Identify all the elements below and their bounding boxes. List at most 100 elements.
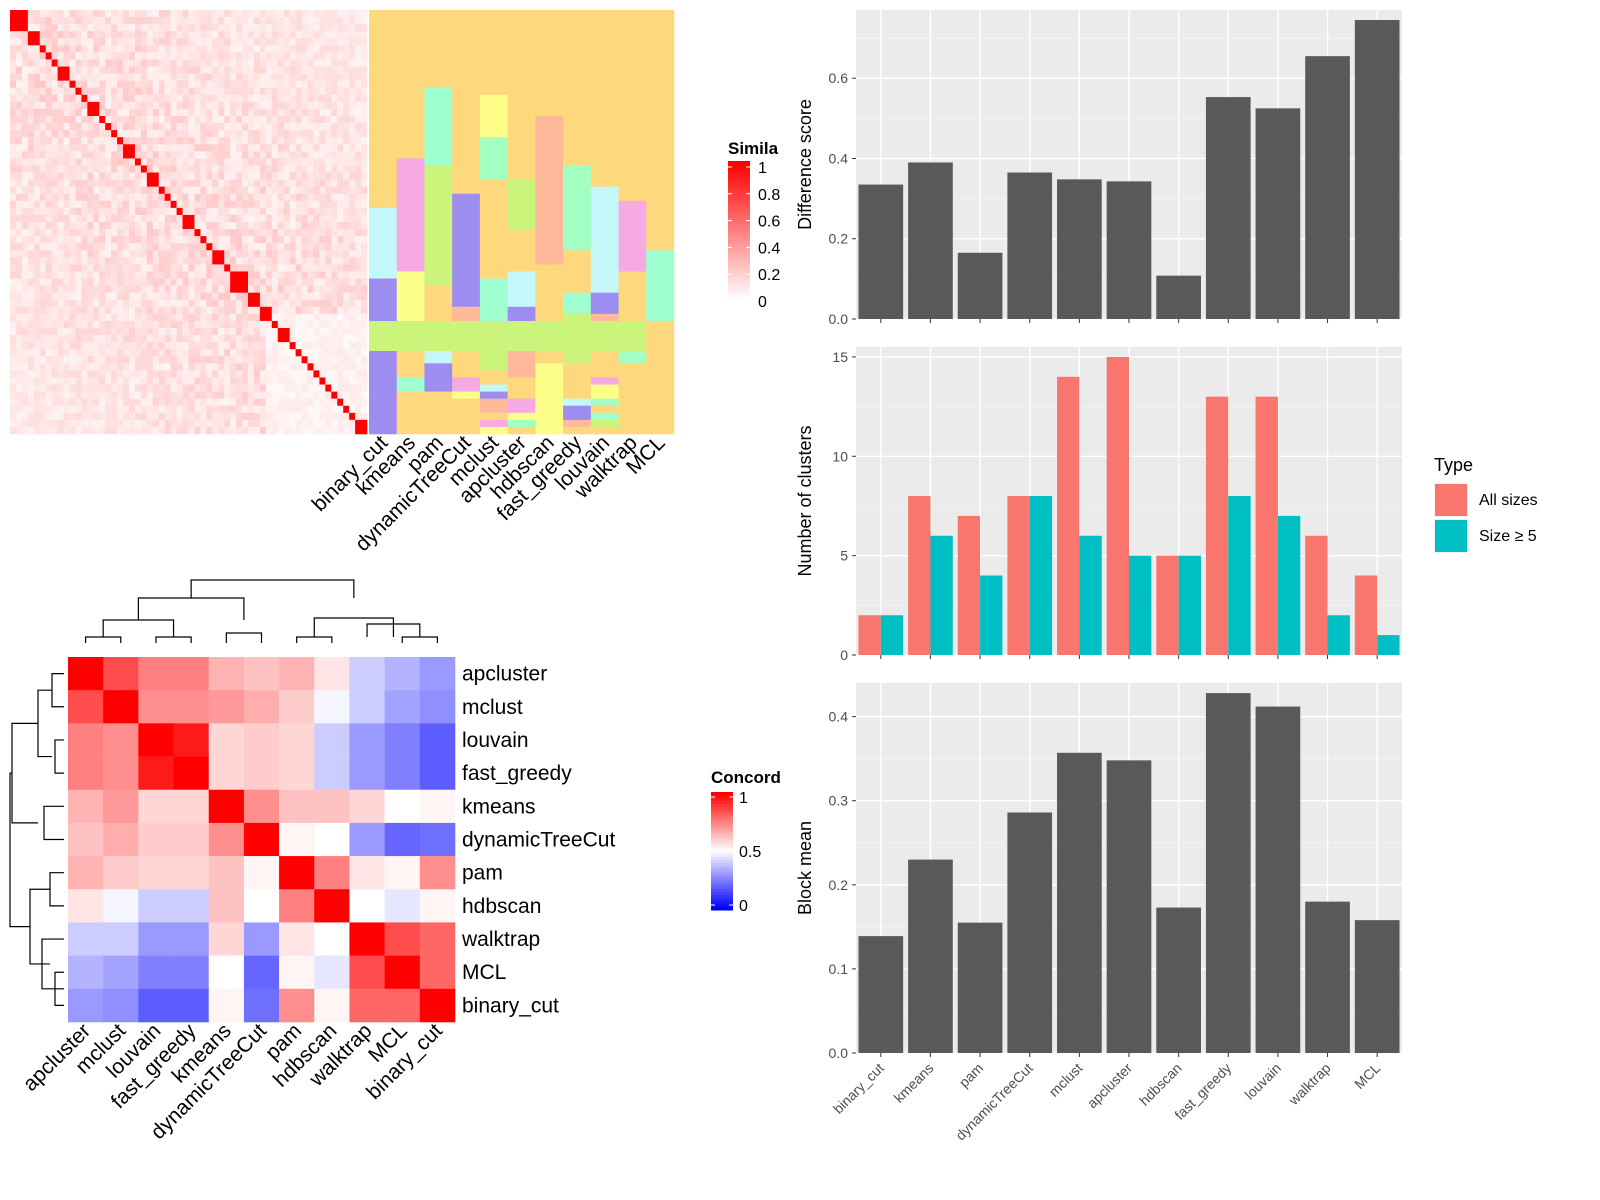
similarity-cell [277, 335, 284, 343]
similarity-cell [331, 193, 338, 202]
annotation-cell [563, 250, 592, 293]
similarity-cell [200, 108, 207, 117]
similarity-cell [164, 271, 171, 279]
bar-size-5 [1029, 496, 1053, 655]
similarity-cell [271, 236, 279, 244]
similarity-cell [194, 229, 201, 237]
similarity-cell [265, 108, 273, 117]
similarity-cell [15, 384, 23, 392]
similarity-cell [331, 412, 338, 421]
similarity-cell [129, 66, 136, 74]
similarity-cell [182, 299, 189, 308]
annotation-cell [618, 10, 647, 89]
similarity-cell [99, 172, 106, 180]
concordance-cell [243, 657, 280, 691]
similarity-cell [271, 278, 279, 286]
similarity-cell [152, 151, 160, 159]
concordance-cell [68, 723, 104, 757]
similarity-cell [218, 363, 225, 371]
bar [1205, 97, 1251, 319]
similarity-cell [248, 384, 255, 392]
similarity-cell [39, 17, 46, 25]
similarity-cell [253, 419, 261, 428]
similarity-cell [105, 229, 112, 237]
similarity-cell [176, 207, 183, 216]
similarity-cell [188, 292, 195, 301]
similarity-cell [313, 116, 320, 124]
similarity-cell [224, 186, 231, 195]
similarity-cell [39, 271, 46, 279]
similarity-cell [283, 412, 290, 421]
similarity-cell [87, 207, 94, 216]
similarity-cell [349, 222, 356, 230]
similarity-cell [81, 137, 88, 145]
similarity-cell [158, 405, 165, 414]
similarity-cell [164, 398, 171, 407]
similarity-cell [271, 144, 279, 152]
similarity-cell [259, 214, 267, 223]
similarity-cell [51, 101, 58, 110]
similarity-cell [253, 328, 261, 336]
similarity-cell [39, 193, 46, 202]
similarity-cell [164, 200, 171, 209]
similarity-cell [93, 52, 100, 60]
similarity-cell [236, 59, 243, 67]
similarity-cell [10, 45, 17, 53]
similarity-cell [93, 257, 100, 265]
concordance-cell [138, 856, 174, 890]
similarity-cell [87, 101, 94, 110]
annotation-cell [452, 391, 481, 399]
similarity-cell [349, 158, 356, 166]
similarity-cell [248, 236, 255, 244]
similarity-cell [129, 87, 136, 96]
similarity-cell [146, 10, 154, 18]
similarity-cell [259, 342, 267, 350]
similarity-cell [355, 342, 362, 350]
similarity-cell [343, 172, 350, 180]
similarity-cell [45, 271, 52, 279]
similarity-cell [301, 31, 308, 39]
similarity-cell [69, 80, 76, 89]
similarity-cell [140, 144, 148, 152]
similarity-cell [253, 158, 261, 166]
similarity-cell [129, 130, 136, 138]
similarity-cell [289, 419, 296, 428]
similarity-cell [355, 158, 362, 166]
similarity-cell [105, 363, 112, 371]
similarity-cell [200, 144, 207, 152]
similarity-cell [188, 10, 195, 18]
similarity-cell [164, 116, 171, 124]
similarity-cell [194, 370, 201, 378]
similarity-legend-gradient-step [728, 280, 750, 284]
similarity-cell [295, 186, 302, 195]
similarity-cell [164, 45, 171, 53]
similarity-cell [337, 292, 344, 301]
similarity-cell [319, 377, 326, 385]
similarity-cell [140, 320, 148, 329]
similarity-cell [170, 38, 177, 46]
similarity-cell [265, 229, 273, 237]
similarity-cell [146, 116, 154, 124]
similarity-cell [158, 80, 165, 89]
similarity-cell [283, 123, 290, 131]
similarity-cell [146, 398, 154, 407]
similarity-cell [307, 172, 314, 180]
similarity-cell [301, 108, 308, 117]
similarity-cell [301, 59, 308, 67]
similarity-cell [242, 222, 249, 230]
similarity-cell [248, 214, 255, 223]
similarity-cell [200, 207, 207, 216]
similarity-cell [319, 356, 326, 364]
similarity-cell [349, 342, 356, 350]
annotation-cell [618, 200, 647, 272]
similarity-cell [259, 349, 267, 357]
similarity-cell [212, 320, 219, 329]
similarity-cell [343, 320, 350, 329]
similarity-cell [45, 186, 52, 195]
similarity-cell [182, 384, 189, 392]
concordance-legend-gradient-step [711, 812, 733, 817]
similarity-cell [27, 391, 35, 399]
concordance-cell [279, 988, 315, 1023]
similarity-cell [75, 10, 82, 18]
similarity-cell [224, 207, 231, 216]
